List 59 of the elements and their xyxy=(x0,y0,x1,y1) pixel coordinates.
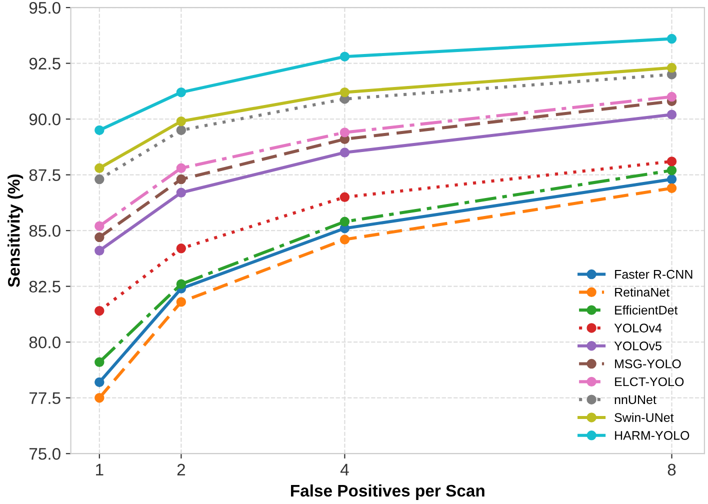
point xyxy=(176,297,186,307)
point xyxy=(340,148,350,158)
point xyxy=(176,244,186,254)
legend-label: YOLOv4 xyxy=(614,324,662,332)
point xyxy=(666,34,677,44)
point xyxy=(666,92,677,102)
y-tick-label: 90.0 xyxy=(29,113,60,126)
legend-label: Faster R-CNN xyxy=(615,270,692,279)
point xyxy=(666,174,677,184)
point xyxy=(176,188,186,198)
legend-label: RetinaNet xyxy=(615,287,670,297)
y-tick-label: 80.0 xyxy=(29,336,60,348)
point xyxy=(340,52,350,62)
point xyxy=(340,128,350,138)
x-tick-label: 1 xyxy=(96,464,104,476)
x-axis-title: False Positives per Scan xyxy=(291,484,484,500)
point xyxy=(176,125,186,136)
y-tick-label: 75.0 xyxy=(29,448,60,460)
x-tick-label: 2 xyxy=(177,464,185,476)
point xyxy=(666,166,677,176)
point xyxy=(340,192,350,202)
y-tick-label: 85.0 xyxy=(29,224,60,237)
point xyxy=(94,232,104,242)
legend-label: Swin-UNet xyxy=(614,412,674,422)
point xyxy=(340,216,350,227)
point xyxy=(340,234,350,244)
point xyxy=(94,125,104,136)
y-tick-label: 77.5 xyxy=(29,392,60,404)
point xyxy=(666,110,677,120)
x-tick-label: 8 xyxy=(668,464,676,476)
point xyxy=(176,116,186,126)
y-tick-label: 82.5 xyxy=(29,280,60,293)
point xyxy=(94,246,104,256)
point xyxy=(340,87,350,98)
legend-label: YOLOv5 xyxy=(614,342,662,350)
point xyxy=(176,174,186,184)
point xyxy=(94,163,104,173)
legend-label: EfficientDet xyxy=(615,305,678,315)
point xyxy=(94,377,104,388)
legend-label: MSG-YOLO xyxy=(615,359,681,368)
point xyxy=(94,392,104,403)
point xyxy=(94,306,104,316)
y-tick-label: 95.0 xyxy=(29,2,60,14)
legend-label: HARM-YOLO xyxy=(615,431,690,440)
point xyxy=(666,183,677,194)
y-tick-label: 92.5 xyxy=(29,58,60,70)
legend-label: ELCT-YOLO xyxy=(615,377,684,386)
point xyxy=(94,174,104,184)
point xyxy=(666,62,677,73)
y-tick-label: 87.5 xyxy=(29,169,60,182)
point xyxy=(666,156,677,166)
point xyxy=(176,163,186,173)
point xyxy=(94,357,104,368)
y-axis-title: Sensitivity (%) xyxy=(8,174,24,288)
point xyxy=(94,221,104,231)
point xyxy=(176,87,186,98)
legend-label: nnUNet xyxy=(614,395,656,404)
x-tick-label: 4 xyxy=(340,464,349,476)
point xyxy=(176,279,186,289)
